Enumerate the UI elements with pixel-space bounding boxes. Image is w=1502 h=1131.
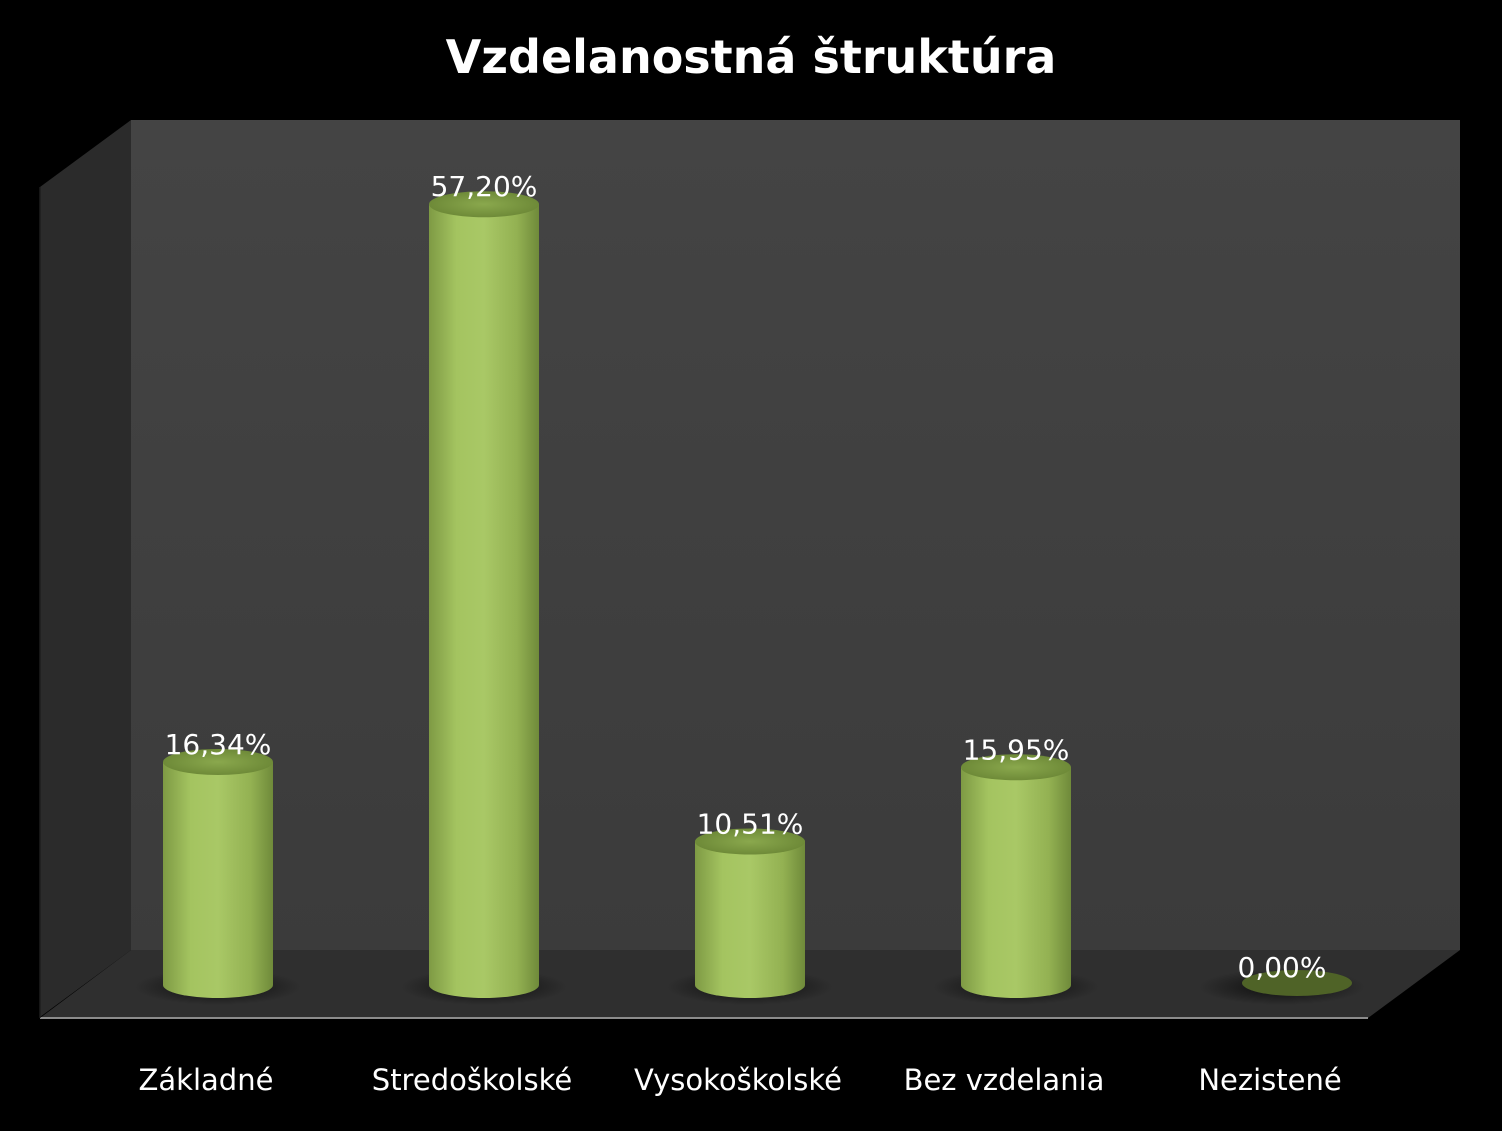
bar-2: [695, 828, 805, 998]
category-label: Stredoškolské: [372, 1063, 572, 1097]
category-label: Vysokoškolské: [634, 1063, 842, 1097]
category-label: Nezistené: [1198, 1063, 1341, 1097]
bar-top: [961, 754, 1071, 781]
category-label: Bez vzdelania: [904, 1063, 1105, 1097]
data-label: 57,20%: [431, 170, 538, 203]
bar-top: [163, 748, 273, 775]
bar-0: [163, 748, 273, 998]
bar-top: [429, 191, 539, 218]
bar-body: [961, 767, 1071, 998]
category-label: Základné: [139, 1063, 274, 1097]
bar-body: [695, 841, 805, 998]
bars-group: [135, 191, 1365, 1005]
bar-3: [961, 754, 1071, 998]
data-label: 0,00%: [1238, 951, 1327, 984]
data-label: 10,51%: [697, 808, 804, 841]
data-labels-group: 16,34% 57,20% 10,51% 15,95% 0,00%: [165, 170, 1327, 984]
bar-body: [163, 761, 273, 998]
bar-4: [1242, 970, 1352, 996]
category-labels-group: Základné Stredoškolské Vysokoškolské Bez vz…: [139, 1063, 1342, 1097]
chart-title: Vzdelanostná štruktúra: [446, 30, 1057, 84]
bar-1: [429, 191, 539, 998]
data-label: 15,95%: [963, 733, 1070, 766]
chart-side-wall: [40, 120, 131, 1017]
data-label: 16,34%: [165, 728, 272, 761]
bar-top: [695, 828, 805, 855]
bar-body: [429, 204, 539, 998]
